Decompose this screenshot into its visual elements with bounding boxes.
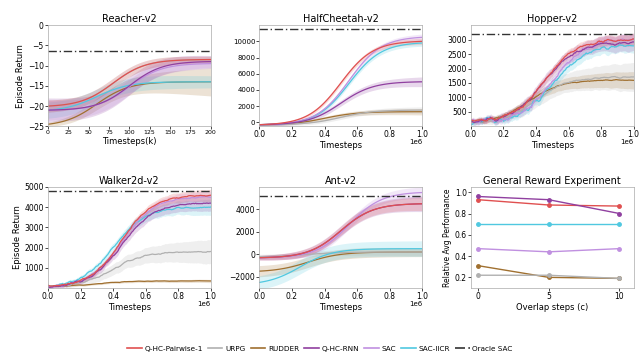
X-axis label: Timesteps: Timesteps [319, 302, 362, 311]
Text: 1e6: 1e6 [197, 301, 211, 307]
X-axis label: Timesteps: Timesteps [531, 141, 574, 150]
Title: Reacher-v2: Reacher-v2 [102, 14, 157, 24]
X-axis label: Timesteps: Timesteps [319, 141, 362, 150]
Text: 1e6: 1e6 [620, 139, 634, 145]
Y-axis label: Episode Return: Episode Return [16, 44, 25, 108]
Title: General Reward Experiment: General Reward Experiment [483, 176, 621, 186]
X-axis label: Overlap steps (c): Overlap steps (c) [516, 302, 588, 311]
X-axis label: Timesteps(k): Timesteps(k) [102, 137, 157, 146]
Y-axis label: Episode Return: Episode Return [13, 206, 22, 269]
Title: Walker2d-v2: Walker2d-v2 [99, 176, 159, 186]
Title: Ant-v2: Ant-v2 [324, 176, 357, 186]
Legend: Q-HC-Pairwise-1, URPG, RUDDER, Q-HC-RNN, SAC, SAC-IICR, Oracle SAC: Q-HC-Pairwise-1, URPG, RUDDER, Q-HC-RNN,… [124, 343, 516, 355]
Title: Hopper-v2: Hopper-v2 [527, 14, 577, 24]
Text: 1e6: 1e6 [409, 139, 422, 145]
Y-axis label: Relative Avg Performance: Relative Avg Performance [443, 188, 452, 287]
X-axis label: Timesteps: Timesteps [108, 302, 151, 311]
Text: 1e6: 1e6 [409, 301, 422, 307]
Title: HalfCheetah-v2: HalfCheetah-v2 [303, 14, 379, 24]
